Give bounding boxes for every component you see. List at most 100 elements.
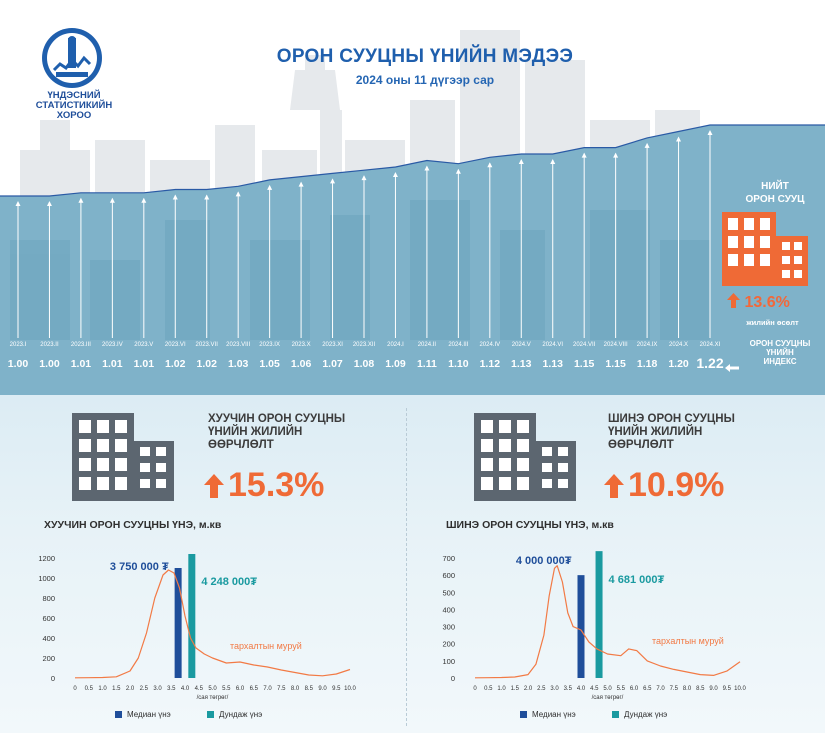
y-tick-label: 200 xyxy=(42,654,55,663)
index-arrow-head xyxy=(392,171,398,177)
index-arrow-head xyxy=(550,159,556,165)
old-panel-title: ХУУЧИН ОРОН СУУЦНЫ ҮНИЙН ЖИЛИЙН ӨӨРЧЛӨЛТ xyxy=(208,413,345,452)
x-tick-label: 5.0 xyxy=(603,686,612,692)
page-title: ОРОН СУУЦНЫ ҮНИЙН МЭДЭЭ xyxy=(276,46,574,67)
y-tick-label: 600 xyxy=(442,571,455,580)
building-icon xyxy=(474,413,576,501)
x-tick-label: 0 xyxy=(73,686,77,692)
median-bar xyxy=(174,568,182,678)
y-tick-label: 0 xyxy=(451,674,455,683)
x-tick-label: 3.5 xyxy=(564,686,573,692)
index-arrow-head xyxy=(235,191,241,197)
curve-label: тархалтын муруй xyxy=(652,636,724,646)
x-tick-label: 1.5 xyxy=(511,686,520,692)
x-tick-label: 7.0 xyxy=(263,686,272,692)
index-arrow-head xyxy=(204,194,210,200)
mean-bar xyxy=(188,554,196,678)
index-value: 1.08 xyxy=(353,358,375,370)
index-arrow-head xyxy=(330,178,336,184)
y-tick-label: 500 xyxy=(442,588,455,597)
index-arrow-head xyxy=(613,152,619,158)
old-legend: Медиан үнэ Дундаж үнэ xyxy=(115,710,296,719)
month-label: 2023.XII xyxy=(352,342,376,348)
index-value: 1.15 xyxy=(573,358,595,370)
index-value: 1.10 xyxy=(448,358,469,370)
arrow-up-icon xyxy=(604,474,624,498)
y-tick-label: 0 xyxy=(51,674,55,683)
index-value: 1.05 xyxy=(259,358,280,370)
mean-label: 4 681 000₮ xyxy=(609,574,665,586)
x-tick-label: 8.5 xyxy=(305,686,314,692)
index-value: 1.00 xyxy=(39,358,60,370)
index-arrow-head xyxy=(298,181,304,187)
legend-swatch xyxy=(115,711,122,719)
index-value: 1.13 xyxy=(542,358,563,370)
legend-label: Медиан үнэ xyxy=(532,710,576,719)
mean-bar xyxy=(595,551,603,678)
legend-item-mean: Дундаж үнэ xyxy=(612,710,667,719)
y-tick-label: 200 xyxy=(442,640,455,649)
x-tick-label: 3.0 xyxy=(550,686,559,692)
median-label: 4 000 000₮ xyxy=(516,555,572,567)
legend-swatch xyxy=(207,711,214,719)
month-label: 2024.II xyxy=(417,342,437,348)
new-panel-title: ШИНЭ ОРОН СУУЦНЫ ҮНИЙН ЖИЛИЙН ӨӨРЧЛӨЛТ xyxy=(608,413,735,452)
legend-item-mean: Дундаж үнэ xyxy=(207,710,262,719)
curve-label: тархалтын муруй xyxy=(230,641,302,651)
x-tick-label: 0 xyxy=(473,686,477,692)
arrow-up-icon xyxy=(727,293,740,308)
x-tick-label: 10.0 xyxy=(734,686,746,692)
index-line xyxy=(0,124,825,197)
divider xyxy=(406,408,407,726)
y-tick-label: 1200 xyxy=(38,554,55,563)
x-tick-label: 2.5 xyxy=(140,686,149,692)
panel-title-line: ХУУЧИН ОРОН СУУЦНЫ xyxy=(208,413,346,425)
index-label: ОРОН СУУЦНЫ ҮНИЙН ИНДЕКС xyxy=(738,339,822,366)
legend-swatch xyxy=(612,711,619,719)
index-arrow-head xyxy=(581,152,587,158)
index-value: 1.09 xyxy=(385,358,406,370)
month-label: 2023.IX xyxy=(259,342,280,348)
month-label: 2024.VIII xyxy=(603,342,628,348)
month-label: 2024.IX xyxy=(636,342,658,348)
x-tick-label: 1.0 xyxy=(98,686,107,692)
y-tick-label: 1000 xyxy=(38,574,55,583)
building-icon xyxy=(722,212,808,286)
new-price-chart: 0 100 200 300 400 500 600 700 0 0.5 1.0 1.5 2.0 2.5 3.… xyxy=(442,551,746,701)
month-label: 2024.X xyxy=(669,342,689,348)
x-tick-label: 4.5 xyxy=(590,686,599,692)
x-tick-label: 3.0 xyxy=(153,686,162,692)
month-label: 2023.III xyxy=(70,342,91,348)
index-arrow-head xyxy=(676,136,682,142)
index-arrow-head xyxy=(424,165,430,171)
org-name-line: ҮНДЭСНИЙ xyxy=(47,90,101,101)
org-name: ҮНДЭСНИЙ СТАТИСТИКИЙН ХОРОО xyxy=(24,91,124,121)
index-value: 1.01 xyxy=(133,358,155,370)
legend-swatch xyxy=(520,711,527,719)
x-tick-label: 7.5 xyxy=(670,686,679,692)
month-label: 2023.IV xyxy=(102,342,123,348)
x-tick-label: 1.0 xyxy=(497,686,506,692)
old-panel-pct: 15.3% xyxy=(228,466,325,504)
index-value: 1.02 xyxy=(196,358,217,370)
y-tick-label: 600 xyxy=(42,614,55,623)
x-tick-label: 8.0 xyxy=(683,686,692,692)
legend-label: Медиан үнэ xyxy=(127,710,171,719)
org-name-line: ХОРОО xyxy=(56,110,92,121)
month-label: 2024.VII xyxy=(572,342,596,348)
month-label: 2023.VII xyxy=(195,342,218,348)
median-bar xyxy=(577,575,585,678)
x-tick-label: 4.0 xyxy=(181,686,190,692)
x-tick-label: 1.5 xyxy=(112,686,121,692)
index-arrow-head xyxy=(455,168,461,174)
month-label: 2024.XI xyxy=(699,342,721,348)
total-label-line: НИЙТ xyxy=(761,181,789,192)
month-label: 2024.IV xyxy=(479,342,501,348)
index-value: 1.07 xyxy=(322,358,343,370)
index-arrow-head xyxy=(78,197,84,203)
index-arrow-head xyxy=(109,197,115,203)
total-label: НИЙТ ОРОН СУУЦ xyxy=(735,180,815,206)
index-value: 1.20 xyxy=(668,358,689,370)
x-tick-label: 0.5 xyxy=(484,686,493,692)
x-tick-label: 9.5 xyxy=(332,686,341,692)
